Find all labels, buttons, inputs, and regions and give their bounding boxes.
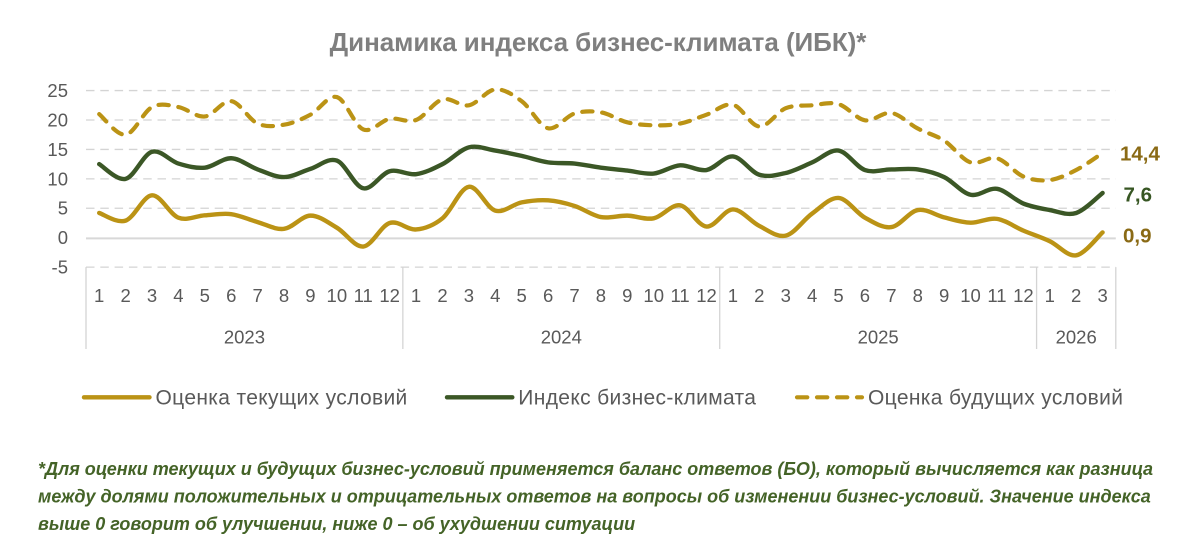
svg-text:4: 4: [173, 285, 183, 306]
svg-text:1: 1: [728, 285, 738, 306]
svg-text:14,4: 14,4: [1120, 143, 1160, 166]
svg-text:2: 2: [120, 285, 130, 306]
svg-text:10: 10: [960, 285, 981, 306]
svg-text:5: 5: [833, 285, 843, 306]
svg-text:1: 1: [1045, 285, 1055, 306]
svg-text:10: 10: [643, 285, 664, 306]
svg-text:2024: 2024: [541, 326, 582, 347]
svg-text:8: 8: [279, 285, 289, 306]
svg-text:8: 8: [596, 285, 606, 306]
svg-text:3: 3: [464, 285, 474, 306]
svg-text:11: 11: [987, 285, 1006, 306]
svg-text:12: 12: [1013, 285, 1034, 306]
svg-text:11: 11: [354, 285, 373, 306]
svg-text:Оценка текущих условий: Оценка текущих условий: [156, 387, 408, 410]
svg-text:6: 6: [860, 285, 870, 306]
svg-text:2025: 2025: [858, 326, 899, 347]
svg-text:1: 1: [94, 285, 104, 306]
svg-text:8: 8: [913, 285, 923, 306]
svg-text:6: 6: [543, 285, 553, 306]
svg-text:10: 10: [327, 285, 348, 306]
svg-text:11: 11: [671, 285, 690, 306]
svg-text:9: 9: [939, 285, 949, 306]
svg-text:2026: 2026: [1056, 326, 1097, 347]
svg-text:7,6: 7,6: [1124, 184, 1153, 207]
svg-text:10: 10: [47, 168, 68, 189]
svg-text:2: 2: [437, 285, 447, 306]
svg-text:2023: 2023: [224, 326, 265, 347]
svg-text:5: 5: [200, 285, 210, 306]
svg-text:4: 4: [490, 285, 500, 306]
svg-text:7: 7: [569, 285, 579, 306]
svg-text:12: 12: [696, 285, 717, 306]
svg-text:3: 3: [781, 285, 791, 306]
svg-text:0: 0: [58, 227, 68, 248]
svg-text:выше 0 говорит об улучшении, н: выше 0 говорит об улучшении, ниже 0 – об…: [38, 514, 635, 534]
svg-text:между долями положительных и о: между долями положительных и отрицательн…: [38, 486, 1151, 506]
svg-text:0,9: 0,9: [1123, 225, 1152, 248]
svg-text:2: 2: [1071, 285, 1081, 306]
svg-text:Оценка будущих условий: Оценка будущих условий: [868, 387, 1123, 410]
svg-text:2: 2: [754, 285, 764, 306]
svg-text:6: 6: [226, 285, 236, 306]
svg-text:3: 3: [1097, 285, 1107, 306]
svg-text:9: 9: [305, 285, 315, 306]
svg-text:25: 25: [47, 80, 68, 101]
svg-text:Индекс бизнес-климата: Индекс бизнес-климата: [518, 387, 756, 410]
svg-text:15: 15: [47, 139, 68, 160]
svg-text:9: 9: [622, 285, 632, 306]
svg-text:5: 5: [58, 198, 68, 219]
svg-text:5: 5: [517, 285, 527, 306]
svg-text:Динамика индекса бизнес-климат: Динамика индекса бизнес-климата (ИБК)*: [330, 27, 868, 57]
svg-text:7: 7: [886, 285, 896, 306]
svg-text:4: 4: [807, 285, 817, 306]
svg-text:12: 12: [379, 285, 400, 306]
svg-text:1: 1: [411, 285, 421, 306]
svg-text:7: 7: [252, 285, 262, 306]
svg-text:*Для оценки текущих и будущих: *Для оценки текущих и будущих бизнес-усл…: [38, 459, 1153, 479]
svg-text:20: 20: [47, 109, 68, 130]
svg-text:-5: -5: [52, 257, 68, 278]
svg-text:3: 3: [147, 285, 157, 306]
